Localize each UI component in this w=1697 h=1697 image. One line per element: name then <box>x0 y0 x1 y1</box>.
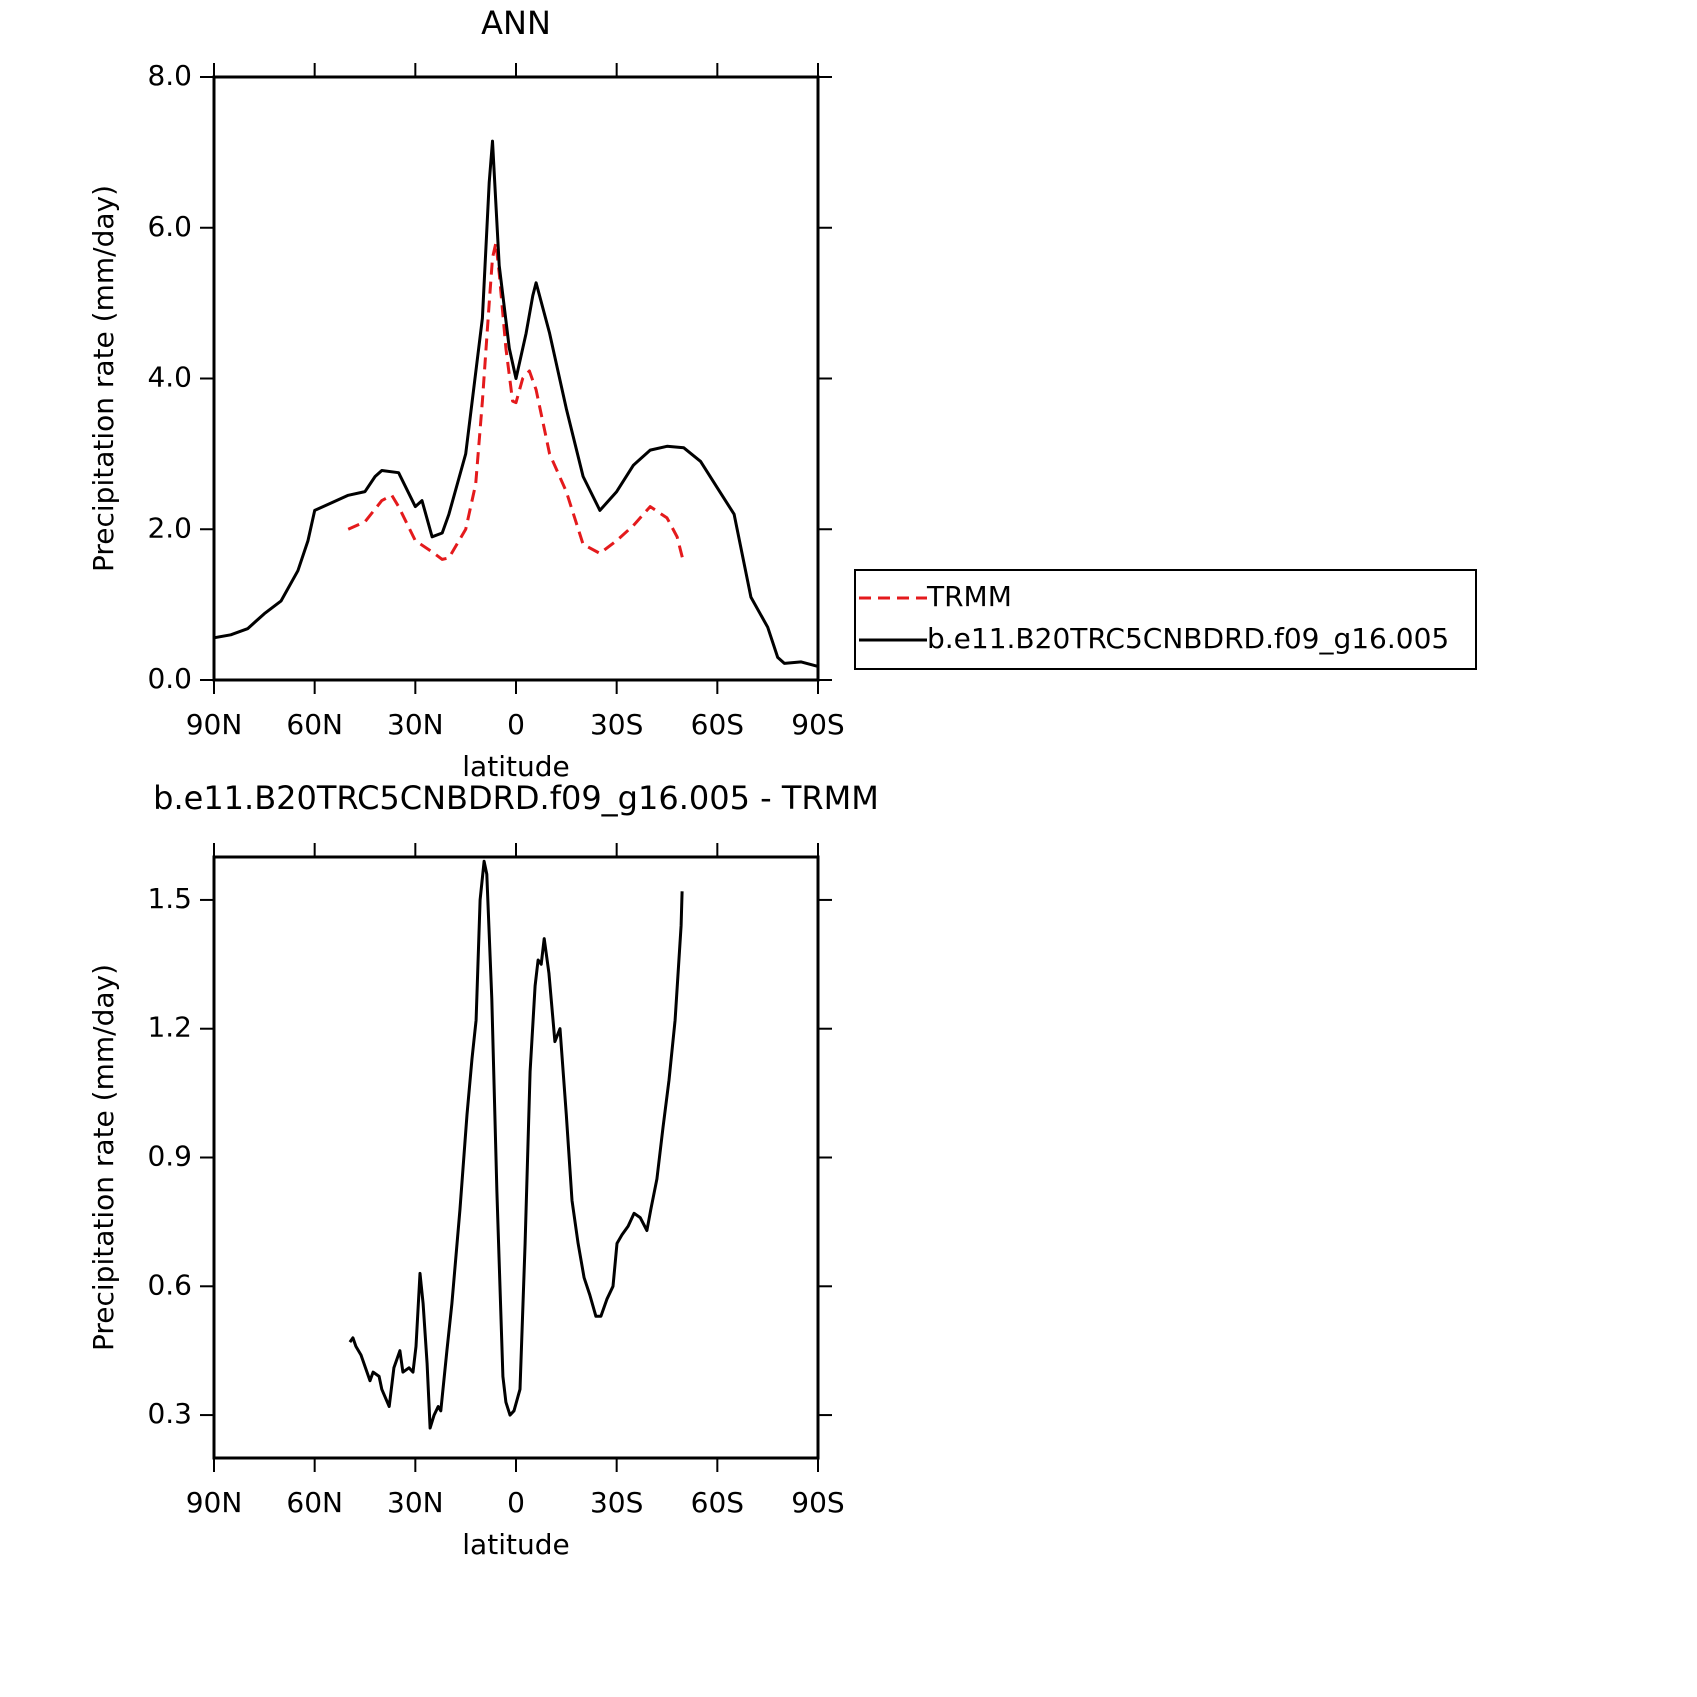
y-tick-label: 4.0 <box>147 361 192 394</box>
x-tick-label: 60S <box>691 1486 744 1519</box>
plot-frame <box>212 855 820 1460</box>
x-tick-label: 0 <box>507 1486 525 1519</box>
x-tick-label: 30S <box>590 708 643 741</box>
y-tick-label: 0.6 <box>147 1268 192 1301</box>
legend-label: TRMM <box>926 580 1012 613</box>
y-tick-label: 1.5 <box>147 882 192 915</box>
y-tick-label: 6.0 <box>147 210 192 243</box>
data-line <box>347 241 686 564</box>
chart-title: b.e11.B20TRC5CNBDRD.f09_g16.005 - TRMM <box>153 779 879 817</box>
x-tick-label: 0 <box>507 708 525 741</box>
x-tick-label: 90N <box>186 708 243 741</box>
x-tick-label: 30N <box>387 1486 444 1519</box>
chart-title: ANN <box>481 4 551 42</box>
x-tick-label: 90N <box>186 1486 243 1519</box>
y-tick-label: 1.2 <box>147 1011 192 1044</box>
x-tick-label: 30S <box>590 1486 643 1519</box>
x-tick-label: 60S <box>691 708 744 741</box>
y-tick-label: 0.9 <box>147 1140 192 1173</box>
x-tick-label: 90S <box>791 1486 844 1519</box>
legend-box <box>854 569 1477 670</box>
legend-label: b.e11.B20TRC5CNBDRD.f09_g16.005 <box>927 622 1449 655</box>
y-tick-label: 0.3 <box>147 1397 192 1430</box>
x-tick-label: 30N <box>387 708 444 741</box>
data-line <box>213 139 819 668</box>
y-tick-label: 2.0 <box>147 511 192 544</box>
x-tick-label: 90S <box>791 708 844 741</box>
x-axis-label: latitude <box>462 750 569 783</box>
x-tick-label: 60N <box>286 1486 343 1519</box>
y-axis-label: Precipitation rate (mm/day) <box>87 964 120 1351</box>
y-tick-label: 0.0 <box>147 662 192 695</box>
x-tick-label: 60N <box>286 708 343 741</box>
data-line <box>348 859 684 1430</box>
y-axis-label: Precipitation rate (mm/day) <box>87 185 120 572</box>
y-tick-label: 8.0 <box>147 59 192 92</box>
x-axis-label: latitude <box>462 1528 569 1561</box>
